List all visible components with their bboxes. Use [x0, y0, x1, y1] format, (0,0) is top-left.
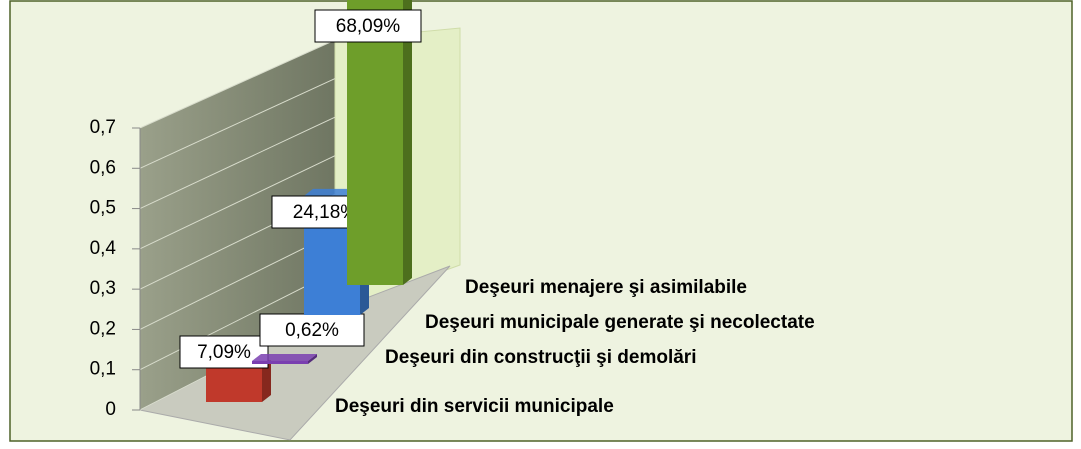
grid-line: [139, 232, 336, 330]
bar-side: [308, 353, 317, 364]
y-tick-label: 0,6: [90, 157, 116, 178]
y-tick-label: 0,2: [90, 318, 116, 339]
grid-line: [139, 270, 336, 371]
y-tick-label: 0,7: [90, 117, 116, 138]
category-label: Deşeuri din construcţii şi demolări: [385, 347, 696, 368]
y-tick-label: 0,5: [90, 198, 116, 219]
category-label: Deşeuri din servicii municipale: [335, 396, 614, 417]
data-label: 0,62%: [285, 320, 339, 341]
data-label: 7,09%: [197, 342, 251, 363]
data-label-box: [259, 313, 365, 347]
y-tick-label: 0,1: [90, 359, 116, 380]
bar: [206, 367, 262, 402]
grid-line: [139, 155, 336, 250]
bar-side: [262, 360, 271, 402]
data-label: 68,09%: [336, 16, 401, 37]
bar: [347, 0, 403, 285]
grid-line: [139, 39, 336, 129]
bar-side: [403, 0, 412, 285]
category-label: Deşeuri municipale generate şi necolecta…: [425, 312, 815, 333]
bar-top: [252, 353, 317, 361]
data-label-box: [314, 9, 422, 43]
y-tick-label: 0,3: [90, 278, 116, 299]
y-tick-label: 0: [105, 399, 116, 420]
category-label: Deşeuri menajere şi asimilabile: [465, 277, 747, 298]
bar: [252, 360, 308, 364]
y-tick-label: 0,4: [90, 238, 117, 259]
data-label: 24,18%: [293, 202, 358, 223]
grid-line: [139, 116, 336, 210]
grid-line: [139, 78, 336, 169]
